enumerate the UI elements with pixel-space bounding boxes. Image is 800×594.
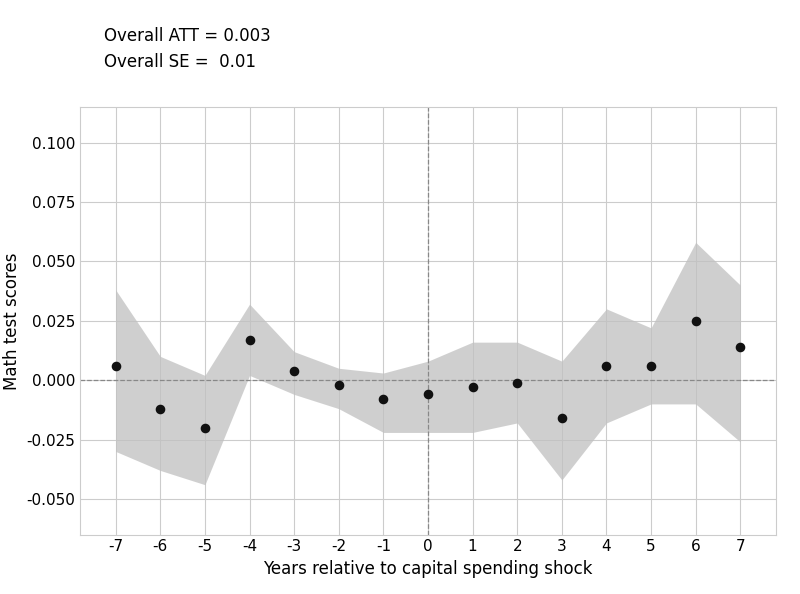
- Point: [154, 404, 166, 413]
- Y-axis label: Math test scores: Math test scores: [2, 252, 21, 390]
- X-axis label: Years relative to capital spending shock: Years relative to capital spending shock: [263, 560, 593, 578]
- Point: [332, 380, 345, 390]
- Point: [198, 423, 211, 432]
- Point: [645, 361, 658, 371]
- Point: [555, 413, 568, 423]
- Point: [243, 335, 256, 345]
- Point: [288, 366, 301, 375]
- Point: [734, 342, 746, 352]
- Point: [422, 390, 434, 399]
- Text: Overall ATT = 0.003: Overall ATT = 0.003: [104, 27, 270, 45]
- Text: Overall SE =  0.01: Overall SE = 0.01: [104, 53, 256, 71]
- Point: [511, 378, 524, 387]
- Point: [600, 361, 613, 371]
- Point: [466, 383, 479, 392]
- Point: [690, 316, 702, 326]
- Point: [110, 361, 122, 371]
- Point: [377, 394, 390, 404]
